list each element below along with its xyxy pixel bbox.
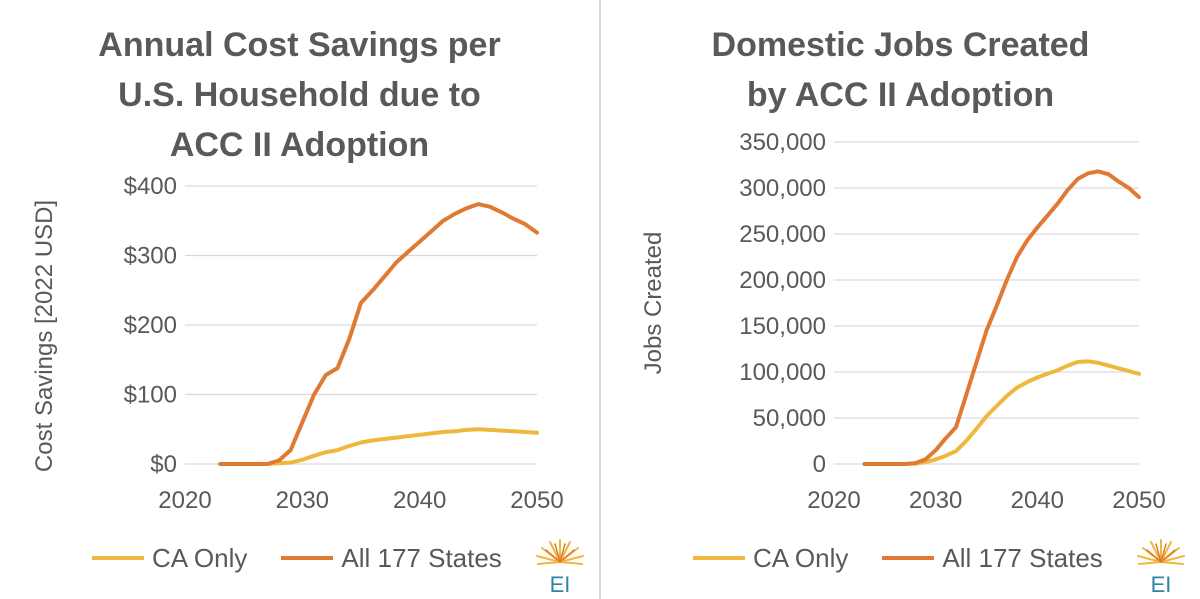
- x-tick-label: 2040: [1011, 487, 1064, 514]
- y-tick-label: 150,000: [739, 313, 826, 340]
- cost-savings-plot: $0 $100 $200 $300 $400 2020 2030 2040 2050 Cost S…: [31, 173, 564, 514]
- ei-logo-icon: EI: [1137, 539, 1185, 596]
- legend-swatch-ca-only: [92, 556, 144, 560]
- y-tick-label: 50,000: [753, 405, 826, 432]
- x-tick-label: 2040: [393, 487, 446, 514]
- panel-divider: [599, 0, 601, 599]
- chart-panel-jobs-created: Domestic Jobs Created by ACC II Adoption…: [601, 0, 1200, 599]
- y-tick-label: $100: [124, 382, 177, 409]
- x-tick-label: 2020: [158, 487, 211, 514]
- chart-title-line: Domestic Jobs Created: [711, 26, 1090, 64]
- x-tick-label: 2030: [909, 487, 962, 514]
- y-tick-label: 350,000: [739, 129, 826, 156]
- y-tick-label: $400: [124, 173, 177, 200]
- legend-label-ca-only: CA Only: [753, 542, 849, 573]
- x-tick-label: 2030: [276, 487, 329, 514]
- y-tick-label: 100,000: [739, 359, 826, 386]
- legend-label-all-states: All 177 States: [341, 542, 502, 573]
- logo-text: EI: [1151, 572, 1172, 596]
- x-tick-label: 2050: [510, 487, 563, 514]
- x-tick-label: 2020: [807, 487, 860, 514]
- legend-item-ca-only: CA Only: [693, 543, 848, 574]
- chart-title-line: by ACC II Adoption: [746, 76, 1055, 114]
- chart-panel-cost-savings: Annual Cost Savings per U.S. Household d…: [0, 0, 599, 599]
- y-tick-label: 250,000: [739, 221, 826, 248]
- legend-swatch-ca-only: [693, 556, 745, 560]
- chart-legend: CA Only All 177 States: [693, 538, 1137, 578]
- chart-title: Annual Cost Savings per U.S. Household d…: [0, 20, 599, 170]
- y-axis-label: Jobs Created: [640, 232, 667, 375]
- y-axis-label: Cost Savings [2022 USD]: [31, 200, 58, 472]
- legend-item-all-states: All 177 States: [882, 542, 1103, 574]
- legend-item-all-states: All 177 States: [281, 542, 502, 574]
- y-tick-label: 200,000: [739, 267, 826, 294]
- y-tick-label: $300: [124, 243, 177, 270]
- y-tick-label: $0: [150, 451, 177, 478]
- chart-legend: CA Only All 177 States: [92, 538, 536, 578]
- x-tick-label: 2050: [1112, 487, 1165, 514]
- y-tick-label: 300,000: [739, 175, 826, 202]
- ei-logo-icon: EI: [536, 539, 584, 596]
- series-line-all-states: [862, 169, 1141, 466]
- series-line-ca-only: [218, 427, 539, 466]
- chart-title: Domestic Jobs Created by ACC II Adoption: [601, 20, 1200, 120]
- chart-title-line: U.S. Household due to: [118, 76, 481, 114]
- logo-text: EI: [550, 572, 571, 596]
- y-tick-label: $200: [124, 312, 177, 339]
- legend-label-all-states: All 177 States: [942, 542, 1103, 573]
- legend-swatch-all-states: [281, 556, 334, 560]
- series-line-all-states: [218, 202, 539, 466]
- y-tick-label: 0: [813, 451, 826, 478]
- jobs-created-plot: 0 50,000 100,000 150,000 200,000 250,000 300,0…: [640, 129, 1166, 514]
- chart-title-line: ACC II Adoption: [169, 126, 430, 164]
- legend-item-ca-only: CA Only: [92, 543, 247, 574]
- legend-label-ca-only: CA Only: [152, 542, 248, 573]
- series-line-ca-only: [862, 359, 1141, 466]
- chart-title-line: Annual Cost Savings per: [98, 26, 501, 64]
- legend-swatch-all-states: [882, 556, 935, 560]
